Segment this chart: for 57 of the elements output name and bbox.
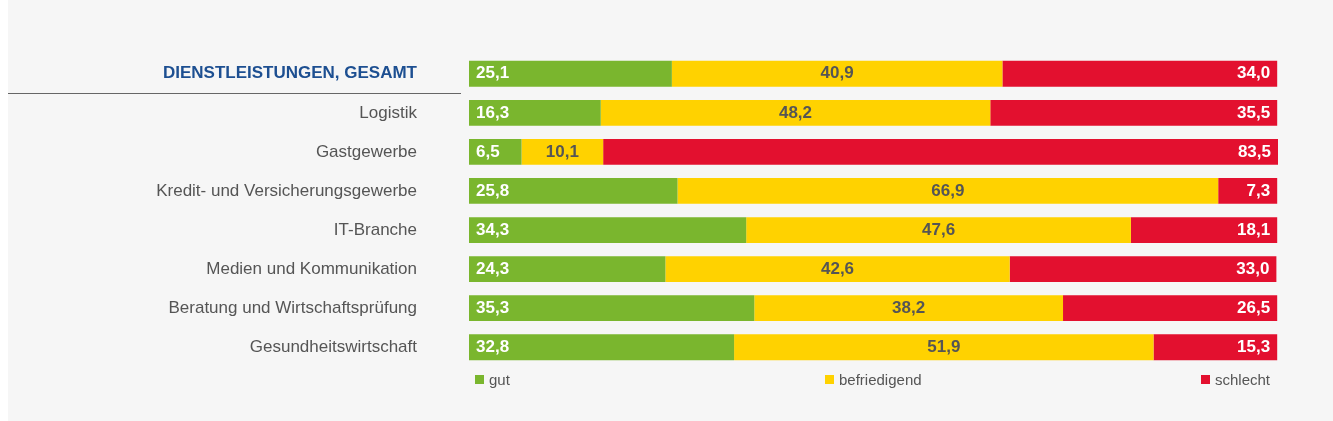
y-tick-label: Gesundheitswirtschaft (249, 336, 418, 356)
data-label: 51,9 (927, 336, 961, 356)
data-label: 7,3 (1246, 180, 1271, 200)
y-tick-label: Beratung und Wirtschaftsprüfung (168, 297, 417, 317)
bar (671, 60, 1003, 87)
data-label: 15,3 (1237, 336, 1271, 356)
data-label: 40,9 (820, 63, 854, 83)
data-label: 48,2 (778, 102, 813, 122)
data-label: 47,6 (922, 219, 956, 239)
data-label: 26,5 (1237, 297, 1271, 317)
data-label: 38,2 (892, 297, 926, 317)
y-tick-label: Logistik (359, 102, 418, 122)
y-tick-label: Kredit- und Versicherungsgewerbe (156, 180, 417, 200)
data-label: 16,3 (476, 102, 510, 122)
bar (1130, 217, 1278, 243)
bar (600, 99, 991, 126)
data-label: 66,9 (931, 180, 965, 200)
bar (469, 99, 601, 126)
bar (1002, 60, 1278, 87)
data-label: 35,5 (1237, 102, 1271, 122)
data-label: 34,0 (1237, 63, 1271, 83)
data-label: 24,3 (476, 258, 510, 278)
legend-label: befriedigend (839, 370, 922, 388)
data-label: 83,5 (1237, 141, 1271, 161)
data-label: 10,1 (545, 141, 579, 161)
bar (1218, 178, 1278, 204)
data-label: 35,3 (476, 297, 510, 317)
bar (1153, 334, 1278, 361)
data-label: 25,8 (476, 180, 510, 200)
bar (469, 295, 755, 322)
bar (734, 334, 1154, 361)
data-label: 25,1 (476, 63, 510, 83)
data-label: 34,3 (476, 219, 510, 239)
bar (754, 295, 1064, 322)
bar (469, 60, 672, 87)
data-label: 33,0 (1236, 258, 1270, 278)
bar (677, 178, 1219, 204)
bar (603, 138, 1278, 165)
bar (990, 99, 1278, 126)
bar (469, 256, 666, 283)
y-tick-label: DIENSTLEISTUNGEN, GESAMT (162, 63, 418, 83)
y-tick-label: IT-Branche (333, 219, 417, 239)
bar (746, 217, 1131, 243)
bar (1063, 295, 1278, 322)
bar (469, 334, 735, 361)
bar (665, 256, 1010, 283)
y-tick-label: Medien und Kommunikation (206, 258, 417, 278)
legend-label: gut (489, 370, 510, 388)
data-label: 6,5 (476, 141, 500, 161)
bar (469, 178, 678, 204)
bar (1009, 256, 1277, 283)
data-label: 18,1 (1237, 219, 1271, 239)
data-label: 32,8 (476, 336, 510, 356)
bar (469, 217, 747, 243)
data-label: 42,6 (820, 258, 855, 278)
y-tick-label: Gastgewerbe (315, 141, 417, 161)
legend-label: schlecht (1215, 370, 1271, 388)
